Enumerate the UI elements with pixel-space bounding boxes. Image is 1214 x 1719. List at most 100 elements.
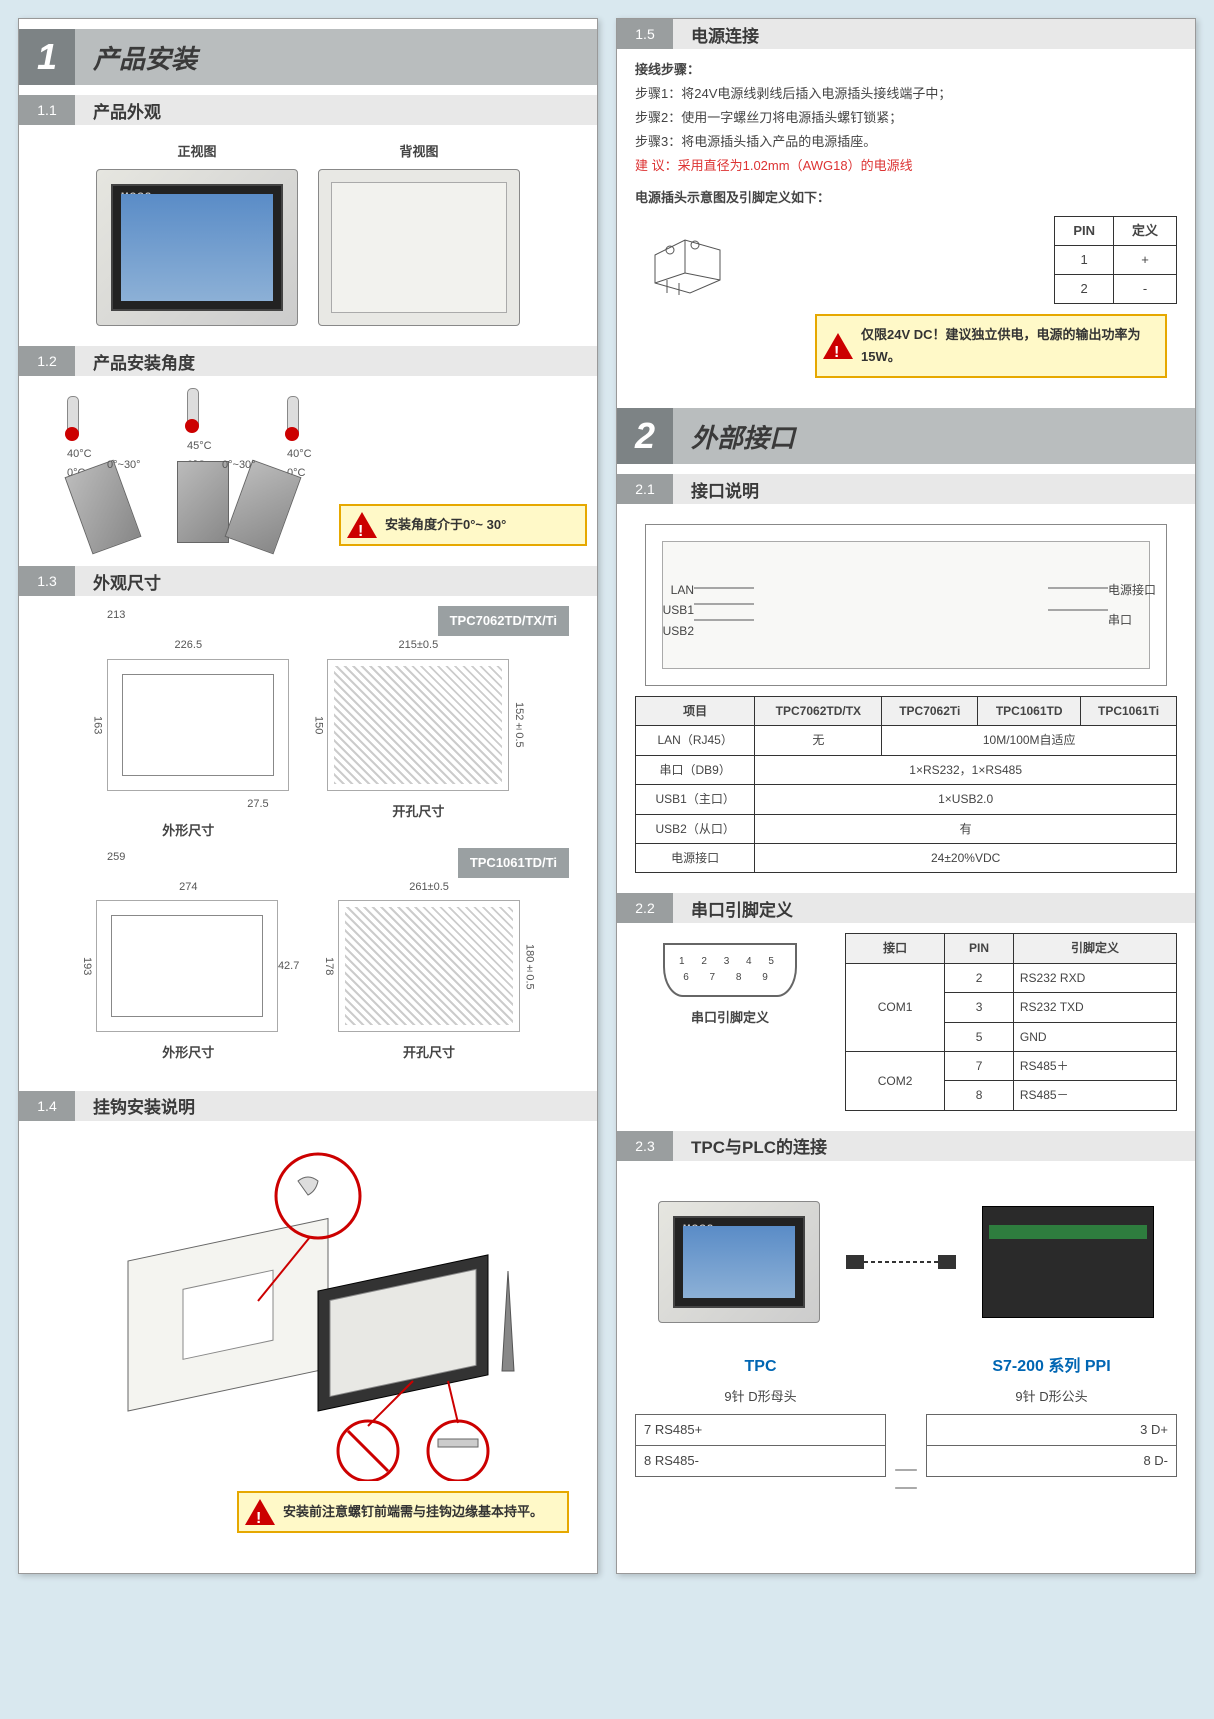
section-1-header: 1 产品安装 [19,29,597,85]
h-pin: PIN [945,934,1014,963]
section-2-title: 外部接口 [691,418,795,455]
warning-icon [245,1499,275,1525]
sub-1-3-title: 外观尺寸 [93,569,161,594]
tpc-device-photo: MCGS [658,1201,820,1323]
db9-pins-top: 1 2 3 4 5 [665,953,795,970]
col-item: 项目 [636,697,755,726]
dim-261: 261±0.5 [319,878,538,897]
pin-2: 2 [1055,274,1114,303]
warning-icon [347,512,377,538]
col-m4: TPC1061Ti [1081,697,1177,726]
sub-1-4-title: 挂钩安装说明 [93,1093,195,1118]
sub-2-1-num: 2.1 [617,474,673,504]
sub-1-5-title: 电源连接 [691,22,759,47]
plc-pin-8: 8 D- [927,1446,1177,1477]
sub-1-4-num: 1.4 [19,1091,75,1121]
step-3: 步骤3：将电源插头插入产品的电源插座。 [635,131,1177,153]
col-m3: TPC1061TD [978,697,1081,726]
pin-2-def: - [1113,274,1176,303]
interface-diagram: LAN USB1 USB2 电源接口 串口 [645,524,1167,686]
wiring-steps-header: 接线步骤： [635,59,1177,81]
sub-1-4: 1.4 挂钩安装说明 [19,1091,597,1121]
dim-274: 274 [77,878,299,897]
dim-215: 215±0.5 [309,636,528,655]
db9-caption: 串口引脚定义 [635,1007,825,1029]
sub-1-1-num: 1.1 [19,95,75,125]
h-port: 接口 [846,934,945,963]
dim-42: 42.7 [278,957,299,976]
sub-1-2-num: 1.2 [19,346,75,376]
section-1-num: 1 [19,29,75,85]
thermometer-icon [287,396,299,438]
pin3-def: RS232 TXD [1013,993,1176,1022]
dim-193: 193 [77,957,96,975]
plc-device-photo [982,1206,1154,1318]
row-power: 电源接口 [636,843,755,872]
pin7-def: RS485＋ [1013,1051,1176,1080]
hook-warning-text: 安装前注意螺钉前端需与挂钩边缘基本持平。 [283,1504,543,1519]
outline-caption-1: 外形尺寸 [88,820,289,842]
dim-152: 152±0.5 [509,702,528,748]
section-1-title: 产品安装 [93,39,197,76]
pin-1: 1 [1055,245,1114,274]
cutout-caption-1: 开孔尺寸 [309,801,528,823]
cutout-caption-2: 开孔尺寸 [319,1042,538,1064]
lan-v1: 无 [755,726,882,755]
lan-v2: 10M/100M自适应 [882,726,1177,755]
plug-diagram-header: 电源插头示意图及引脚定义如下： [635,187,1177,209]
step-2: 步骤2：使用一字螺丝刀将电源插头螺钉锁紧； [635,107,1177,129]
tpc-pinout-table: 7 RS485+ 8 RS485- [635,1414,886,1477]
model-tag-7062: TPC7062TD/TX/Ti [438,606,569,636]
lan-label: LAN [644,580,694,600]
back-photo [318,169,520,326]
sub-1-5-num: 1.5 [617,19,673,49]
power-warning-text: 仅限24V DC！建议独立供电，电源的输出功率为15W。 [861,327,1141,364]
plc-pin-3: 3 D+ [927,1415,1177,1446]
pin5: 5 [945,1022,1014,1051]
dim-163: 163 [88,716,107,734]
sub-2-3: 2.3 TPC与PLC的连接 [617,1131,1195,1161]
temp-2-hi: 45°C [187,440,212,452]
col-m1: TPC7062TD/TX [755,697,882,726]
hook-warning: 安装前注意螺钉前端需与挂钩边缘基本持平。 [237,1491,569,1533]
usb1-label: USB1 [644,600,694,620]
angle-warning-text: 安装角度介于0°~ 30° [385,517,506,532]
pin-1-def: + [1113,245,1176,274]
sub-2-2: 2.2 串口引脚定义 [617,893,1195,923]
sub-1-1-title: 产品外观 [93,98,161,123]
dim-150: 150 [309,716,328,734]
tpc-pin-8: 8 RS485- [636,1446,886,1477]
sub-2-1-title: 接口说明 [691,477,759,502]
front-view-fig: 正视图 MCGS [96,135,298,326]
sub-2-3-num: 2.3 [617,1131,673,1161]
dim-178: 178 [319,957,338,975]
pin3: 3 [945,993,1014,1022]
right-column: 1.5 电源连接 接线步骤： 步骤1：将24V电源线剥线后插入电源插头接线端子中… [616,18,1196,1574]
thermometer-icon [67,396,79,438]
sub-1-2-title: 产品安装角度 [93,349,195,374]
back-view-label: 背视图 [318,141,520,163]
front-view-label: 正视图 [96,141,298,163]
tpc-plc-connection: MCGS [645,1201,1167,1323]
thermometer-icon [187,388,199,430]
tpc-pin-7: 7 RS485+ [636,1415,886,1446]
col-m2: TPC7062Ti [882,697,978,726]
com1-label: COM1 [846,963,945,1051]
sub-2-2-num: 2.2 [617,893,673,923]
step-1: 步骤1：将24V电源线剥线后插入电源插头接线端子中； [635,83,1177,105]
interface-spec-table: 项目TPC7062TD/TXTPC7062TiTPC1061TDTPC1061T… [635,696,1177,873]
pin8-def: RS485－ [1013,1081,1176,1110]
serial-port-label: 串口 [1108,610,1168,630]
power-port-label: 电源接口 [1108,580,1168,600]
sub-1-3: 1.3 外观尺寸 [19,566,597,596]
angle-range-1: 0°~30° [107,456,141,475]
row-usb2: USB2（从口） [636,814,755,843]
outline-dwg-1 [107,659,289,791]
row-serial: 串口（DB9） [636,755,755,784]
sub-1-3-num: 1.3 [19,566,75,596]
warning-icon [823,333,853,359]
sub-2-3-title: TPC与PLC的连接 [691,1133,827,1158]
plc-connector-label: 9针 D形公头 [926,1386,1177,1408]
pin8: 8 [945,1081,1014,1110]
power-pin-table: PIN定义 1+ 2- [1054,216,1177,304]
